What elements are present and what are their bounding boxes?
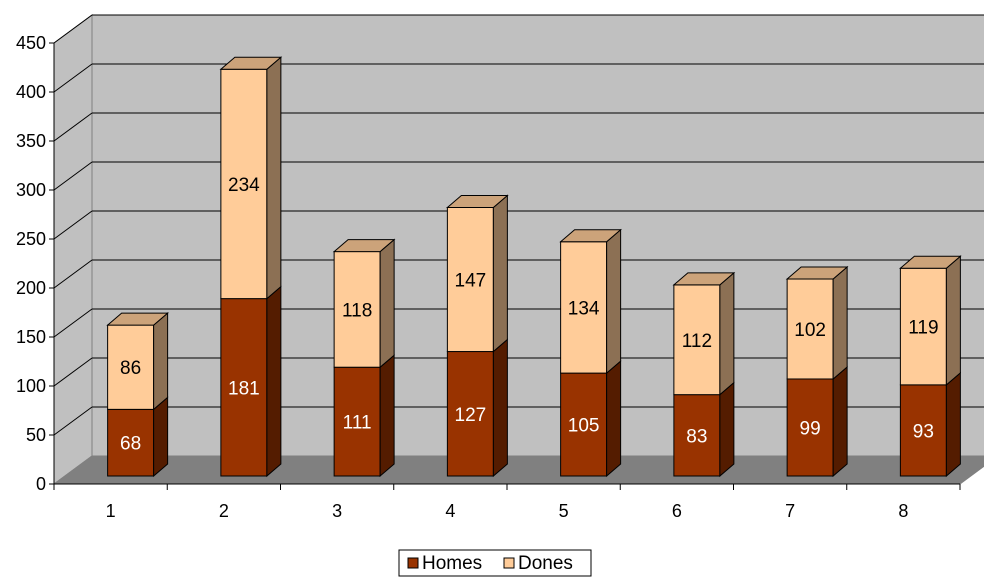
y-tick-label: 150 [16,327,46,347]
y-tick-label: 50 [26,425,46,445]
y-tick-label: 300 [16,180,46,200]
y-tick-label: 0 [36,474,46,494]
bar-dones-top [106,312,169,326]
y-tick-label: 450 [16,33,46,53]
bar-homes-front [446,351,494,477]
y-tick-label: 100 [16,376,46,396]
bar-homes-side [266,285,282,478]
gridline-side [53,63,93,93]
bar-dones-front [560,241,608,374]
bar-homes-front [220,298,268,477]
y-tick-label: 350 [16,131,46,151]
bar-homes-front [899,384,947,477]
x-tick-label: 7 [785,501,795,521]
bar-dones-front [107,324,155,410]
bar-dones-top [446,194,509,208]
y-tick-label: 400 [16,82,46,102]
data-label-homes: 105 [568,416,600,437]
data-label-dones: 119 [908,318,938,339]
bar-homes-side [945,371,961,478]
x-tick-label: 6 [672,501,682,521]
data-label-homes: 83 [686,426,707,447]
data-label-homes: 93 [913,421,934,442]
gridline-side [53,357,93,387]
bar-homes-side [492,338,508,478]
bar-homes-side [606,360,622,478]
legend-label-homes: Homes [422,553,482,574]
x-tick-label: 1 [106,501,116,521]
bar-dones-side [719,271,735,396]
data-label-homes: 99 [800,418,821,439]
data-label-dones: 118 [342,300,372,321]
data-label-homes: 111 [343,413,372,434]
bar-homes-side [832,365,848,478]
legend-swatch-homes [407,557,419,569]
gridline-side [53,210,93,240]
bar-homes-side [719,381,735,478]
chart-walls [52,14,984,485]
side-wall [53,14,93,485]
bar-dones-side [606,228,622,375]
bar-dones-side [832,265,848,381]
bar-dones-top [672,272,736,286]
legend-label-dones: Dones [518,553,573,574]
bar-dones-side [379,238,395,369]
bar-dones-top [332,239,396,253]
bar-homes-front [333,366,381,477]
bar-homes-side [379,354,395,478]
bar-dones-top [219,56,283,70]
bar-dones-side [945,255,961,386]
x-tick-label: 8 [898,501,908,521]
bar-dones-top [785,266,849,280]
bar-dones-side [266,56,282,300]
data-label-homes: 181 [228,378,260,399]
data-label-homes: 68 [120,434,141,455]
data-label-homes: 127 [455,405,487,426]
bar-dones-top [559,229,622,243]
bar-dones-side [153,311,169,411]
y-tick-label: 200 [16,278,46,298]
data-label-dones: 102 [794,320,826,341]
bars [106,56,962,478]
bar-dones-front [446,206,494,353]
gridline-side [53,161,93,191]
x-tick-label: 5 [559,501,569,521]
x-tick-label: 4 [445,501,455,521]
data-label-dones: 86 [120,358,141,379]
bar-homes-side [153,396,169,478]
bar-dones-top [899,255,962,269]
bar-dones-front [786,278,834,380]
bar-dones-front [899,267,947,386]
legend-swatch-dones [503,557,515,569]
data-label-dones: 112 [682,331,712,352]
gridline-side [53,308,93,338]
bar-dones-side [492,194,508,353]
data-label-dones: 147 [455,271,487,292]
data-label-dones: 234 [228,175,260,196]
bar-homes-front [786,378,834,477]
bar-dones-front [333,251,381,368]
gridline-side [53,259,93,289]
bar-homes-front [673,394,721,477]
gridline-side [53,14,93,44]
gridline-side [53,112,93,142]
y-tick-label: 250 [16,229,46,249]
legend-box [398,549,592,577]
legend: Homes Dones [398,549,592,577]
bar-homes-front [560,372,608,477]
x-tick-label: 2 [219,501,229,521]
gridline-side [53,406,93,436]
x-tick-label: 3 [332,501,342,521]
data-label-dones: 134 [568,298,600,319]
data-labels: 68 86 181 234 111 118 127 147 105 134 83 112 99 102 93… [120,175,938,455]
